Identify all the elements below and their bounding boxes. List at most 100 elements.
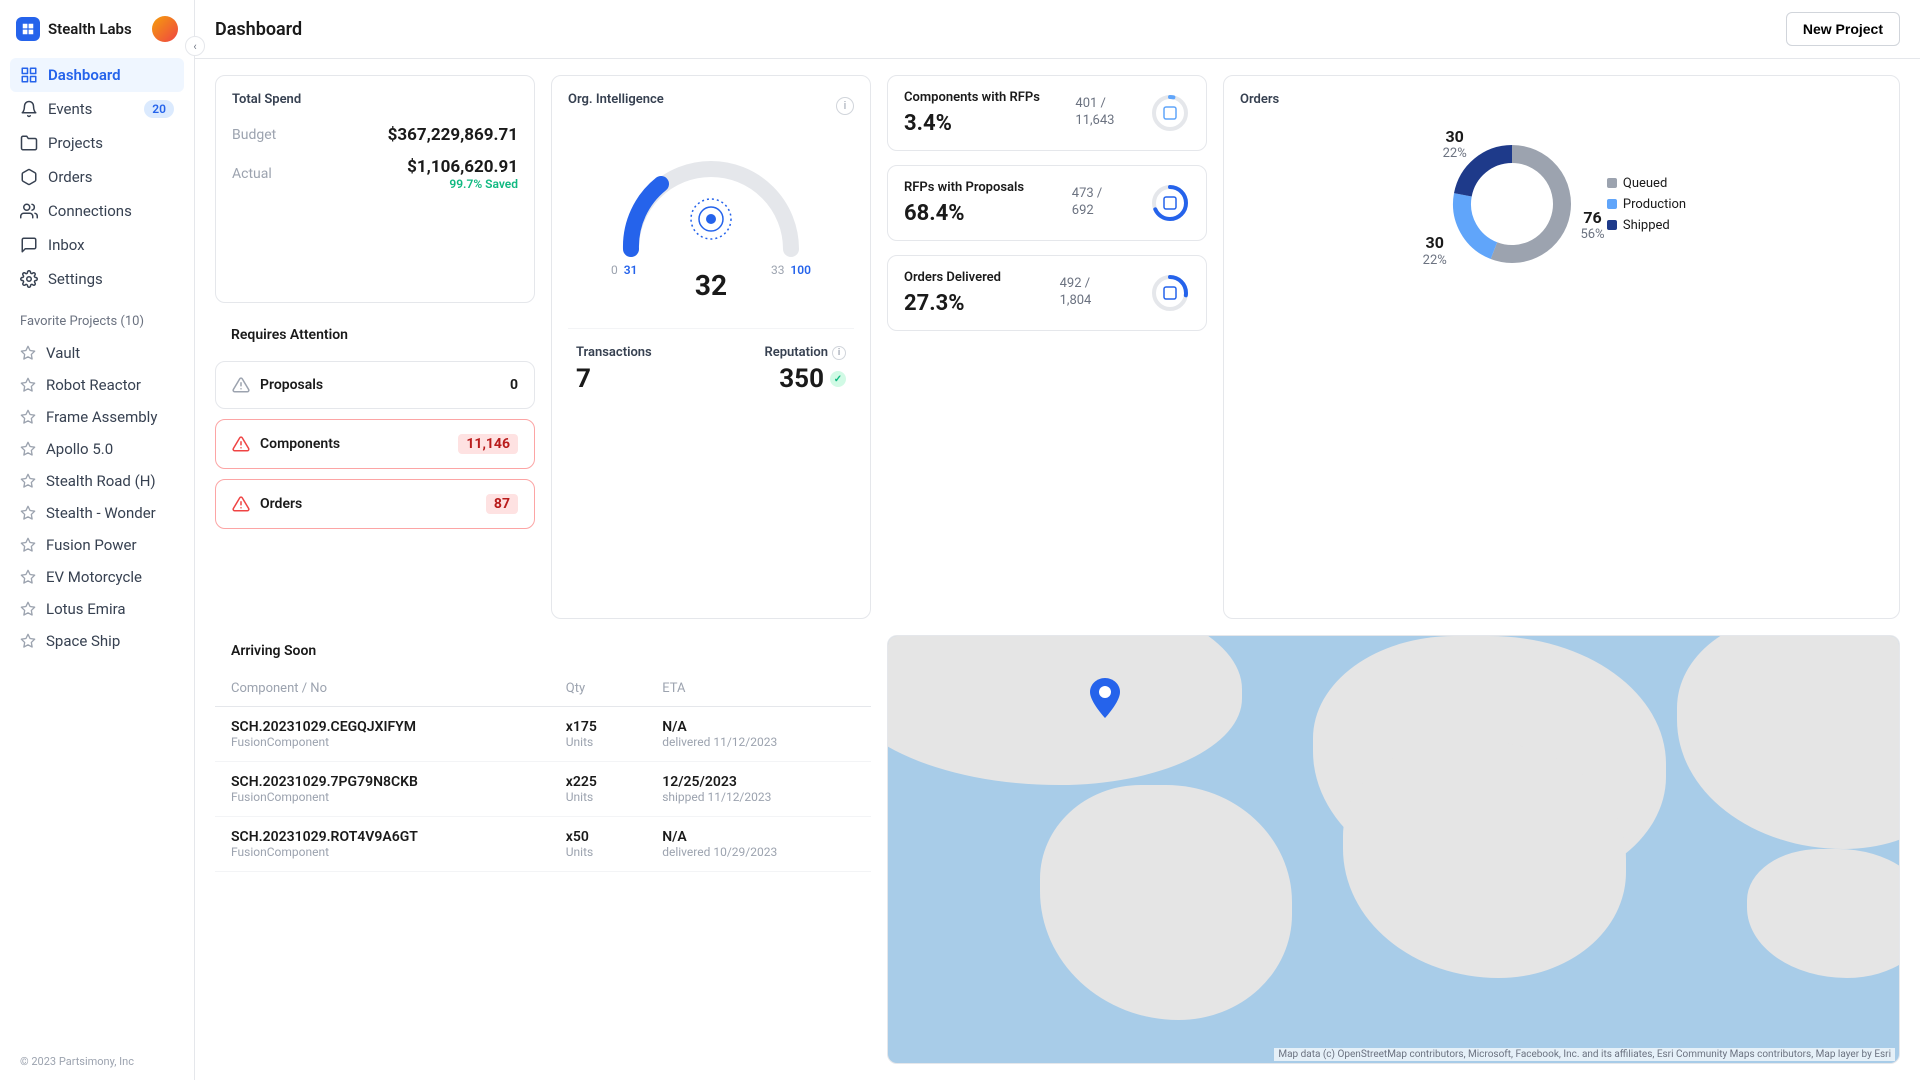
table-header: ETA — [646, 671, 871, 707]
nav-item-connections[interactable]: Connections — [10, 194, 184, 228]
intelligence-gauge — [611, 139, 811, 259]
org-name[interactable]: Stealth Labs — [48, 20, 144, 38]
nav-label: Dashboard — [48, 66, 121, 84]
attention-label: Components — [260, 436, 448, 452]
actual-label: Actual — [232, 166, 272, 182]
favorite-item[interactable]: Vault — [10, 337, 184, 369]
attention-label: Orders — [260, 496, 476, 512]
nav-list: Dashboard Events 20 Projects Orders Connectio… — [10, 58, 184, 296]
collapse-sidebar-button[interactable]: ‹ — [185, 36, 205, 56]
kpi-donut-icon — [1150, 93, 1190, 133]
page-title: Dashboard — [215, 19, 302, 40]
map-card[interactable]: Map data (c) OpenStreetMap contributors,… — [887, 635, 1900, 1064]
actual-value: $1,106,620.91 — [407, 157, 518, 177]
favorite-item[interactable]: Stealth - Wonder — [10, 497, 184, 529]
favorite-item[interactable]: Lotus Emira — [10, 593, 184, 625]
kpi-title: Components with RFPs — [904, 90, 1040, 105]
sidebar-header: Stealth Labs — [10, 12, 184, 58]
nav-label: Inbox — [48, 236, 85, 254]
kpi-percent: 3.4% — [904, 111, 1040, 136]
kpi-percent: 68.4% — [904, 201, 1024, 226]
reputation-value: 350 — [779, 364, 824, 394]
attention-item-orders[interactable]: Orders 87 — [215, 479, 535, 529]
kpi-title: RFPs with Proposals — [904, 180, 1024, 195]
requires-attention-card: Requires Attention Proposals 0 Components 1… — [215, 319, 535, 618]
content: Total Spend Budget $367,229,869.71 Actua… — [195, 59, 1920, 1080]
favorite-item[interactable]: Apollo 5.0 — [10, 433, 184, 465]
table-header: Component / No — [215, 671, 550, 707]
favorite-label: Stealth - Wonder — [46, 504, 156, 522]
kpi-card[interactable]: Orders Delivered 27.3% 492 /1,804 — [887, 255, 1207, 331]
intel-value: 32 — [695, 269, 727, 302]
info-icon[interactable]: i — [832, 346, 846, 360]
saved-value: 99.7% Saved — [407, 177, 518, 191]
favorite-item[interactable]: Stealth Road (H) — [10, 465, 184, 497]
nav-badge: 20 — [144, 100, 174, 118]
spend-title: Total Spend — [232, 92, 518, 107]
nav-item-events[interactable]: Events 20 — [10, 92, 184, 126]
nav-item-dashboard[interactable]: Dashboard — [10, 58, 184, 92]
favorite-item[interactable]: Fusion Power — [10, 529, 184, 561]
map-attribution: Map data (c) OpenStreetMap contributors,… — [1274, 1048, 1895, 1061]
nav-item-projects[interactable]: Projects — [10, 126, 184, 160]
attention-item-proposals[interactable]: Proposals 0 — [215, 361, 535, 409]
budget-value: $367,229,869.71 — [388, 125, 518, 145]
favorite-label: Robot Reactor — [46, 376, 141, 394]
nav-label: Connections — [48, 202, 132, 220]
favorite-label: Apollo 5.0 — [46, 440, 113, 458]
kpi-card[interactable]: RFPs with Proposals 68.4% 473 /692 — [887, 165, 1207, 241]
nav-label: Settings — [48, 270, 103, 288]
info-icon[interactable]: i — [836, 97, 854, 115]
attention-title: Requires Attention — [215, 319, 535, 351]
kpi-card[interactable]: Components with RFPs 3.4% 401 /11,643 — [887, 75, 1207, 151]
nav-item-inbox[interactable]: Inbox — [10, 228, 184, 262]
favorite-label: Vault — [46, 344, 80, 362]
kpi-fraction: 492 /1,804 — [1060, 276, 1092, 310]
nav-label: Events — [48, 100, 92, 118]
attention-count: 11,146 — [458, 434, 518, 454]
kpi-stack: Components with RFPs 3.4% 401 /11,643 RF… — [887, 75, 1207, 619]
nav-label: Projects — [48, 134, 103, 152]
new-project-button[interactable]: New Project — [1786, 12, 1900, 46]
attention-item-components[interactable]: Components 11,146 — [215, 419, 535, 469]
favorite-item[interactable]: Space Ship — [10, 625, 184, 657]
logo[interactable] — [16, 17, 40, 41]
map-pin-icon[interactable] — [1090, 678, 1120, 718]
nav-item-settings[interactable]: Settings — [10, 262, 184, 296]
org-intelligence-card: Org. Intelligence i 0 31 — [551, 75, 871, 619]
kpi-donut-icon — [1150, 273, 1190, 313]
favorite-label: Frame Assembly — [46, 408, 157, 426]
orders-card: Orders 7656%3022%3022% QueuedProductionS… — [1223, 75, 1900, 619]
transactions-label: Transactions — [576, 345, 652, 360]
favorite-item[interactable]: Frame Assembly — [10, 401, 184, 433]
kpi-title: Orders Delivered — [904, 270, 1001, 285]
table-row[interactable]: SCH.20231029.7PG79N8CKBFusionComponent x… — [215, 761, 871, 816]
kpi-donut-icon — [1150, 183, 1190, 223]
table-row[interactable]: SCH.20231029.ROT4V9A6GTFusionComponent x… — [215, 816, 871, 871]
favorite-label: Stealth Road (H) — [46, 472, 156, 490]
attention-label: Proposals — [260, 377, 500, 393]
total-spend-card: Total Spend Budget $367,229,869.71 Actua… — [215, 75, 535, 303]
nav-item-orders[interactable]: Orders — [10, 160, 184, 194]
nav-label: Orders — [48, 168, 93, 186]
table-header: Qty — [550, 671, 646, 707]
transactions-value: 7 — [576, 364, 652, 394]
kpi-percent: 27.3% — [904, 291, 1001, 316]
favorites-list: Vault Robot Reactor Frame Assembly Apollo 5… — [10, 337, 184, 657]
topbar: Dashboard New Project — [195, 0, 1920, 59]
table-row[interactable]: SCH.20231029.CEGQJXIFYMFusionComponent x… — [215, 706, 871, 761]
arriving-table: Component / NoQtyETA SCH.20231029.CEGQJX… — [215, 671, 871, 872]
favorite-item[interactable]: Robot Reactor — [10, 369, 184, 401]
attention-count: 0 — [510, 377, 518, 393]
favorite-label: EV Motorcycle — [46, 568, 142, 586]
reputation-badge-icon: ✓ — [830, 371, 846, 387]
avatar[interactable] — [152, 16, 178, 42]
favorites-label: Favorite Projects (10) — [10, 296, 184, 337]
arriving-title: Arriving Soon — [215, 635, 871, 671]
reputation-label: Reputation — [764, 345, 828, 360]
attention-count: 87 — [486, 494, 518, 514]
main: ‹ Dashboard New Project Total Spend Budg… — [195, 0, 1920, 1080]
favorite-label: Fusion Power — [46, 536, 137, 554]
budget-label: Budget — [232, 127, 276, 143]
favorite-item[interactable]: EV Motorcycle — [10, 561, 184, 593]
